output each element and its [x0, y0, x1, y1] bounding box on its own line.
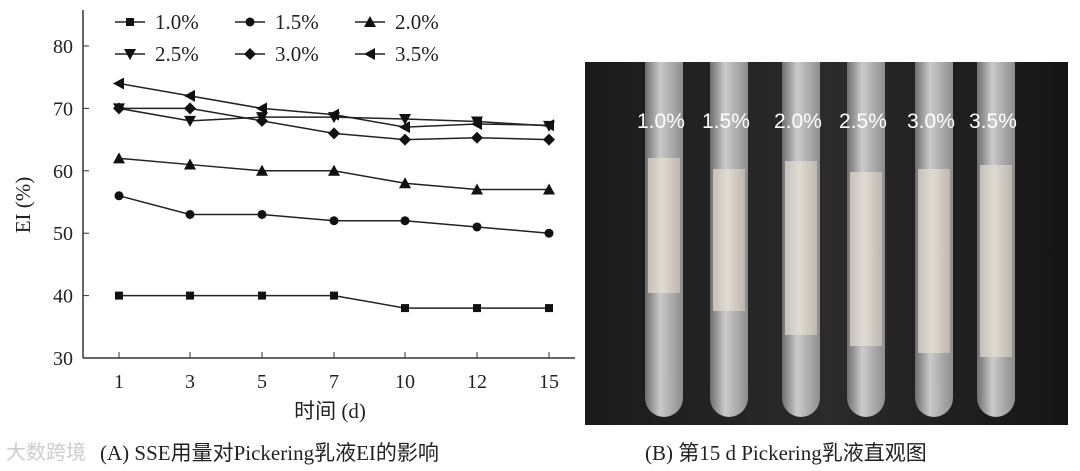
legend-entry: 1.0%: [115, 10, 199, 34]
x-tick-label: 3: [185, 371, 195, 393]
test-tube: [645, 62, 683, 417]
y-axis-label: EI (%): [11, 177, 35, 234]
data-point: [473, 304, 481, 313]
test-tube: [915, 62, 953, 417]
legend-entry: 2.5%: [115, 42, 199, 66]
series-1.0%: [115, 291, 553, 313]
emulsion-layer: [980, 164, 1012, 357]
data-point: [124, 49, 136, 60]
emulsion-layer: [850, 172, 882, 346]
x-tick-label: 7: [329, 371, 339, 393]
x-tick-label: 1: [114, 371, 124, 393]
tube-label: 1.5%: [702, 110, 750, 133]
legend-label: 1.0%: [155, 10, 199, 34]
test-tube: [710, 62, 748, 417]
legend-label: 1.5%: [275, 10, 319, 34]
y-tick-label: 30: [53, 348, 73, 370]
x-tick-label: 10: [395, 371, 415, 393]
data-point: [184, 102, 196, 115]
data-point: [471, 183, 483, 195]
y-tick-label: 80: [53, 36, 73, 58]
data-point: [364, 48, 375, 60]
x-tick-label: 15: [539, 371, 559, 393]
photo-caption: (B) 第15 d Pickering乳液直观图: [645, 441, 927, 465]
data-point: [184, 158, 196, 170]
legend-entry: 2.0%: [355, 10, 439, 34]
legend-label: 3.0%: [275, 42, 319, 66]
series-3.0%: [113, 102, 555, 146]
x-axis-label: 时间 (d): [294, 399, 366, 423]
data-point: [544, 228, 554, 238]
y-tick-label: 60: [53, 161, 73, 183]
data-point: [471, 131, 483, 144]
emulsion-layer: [785, 161, 817, 336]
test-tube: [847, 62, 885, 417]
tube-label: 3.0%: [907, 110, 955, 133]
data-point: [401, 304, 409, 313]
data-point: [472, 222, 482, 232]
emulsion-layer: [713, 168, 745, 311]
data-point: [364, 16, 376, 27]
data-point: [256, 114, 268, 127]
chart-caption: (A) SSE用量对Pickering乳液EI的影响: [100, 441, 439, 465]
data-point: [399, 114, 411, 126]
data-point: [184, 89, 195, 102]
data-point: [330, 291, 338, 300]
data-point: [113, 152, 125, 164]
data-point: [256, 102, 267, 115]
data-point: [245, 17, 255, 27]
data-point: [113, 102, 125, 115]
data-point: [256, 164, 268, 176]
data-point: [244, 48, 256, 60]
data-point: [545, 304, 553, 313]
series-line: [118, 195, 550, 234]
tube-label: 2.5%: [839, 110, 887, 133]
data-point: [185, 209, 195, 219]
series-2.0%: [113, 152, 555, 195]
data-point: [329, 216, 339, 226]
data-point: [543, 119, 554, 132]
y-tick-label: 40: [53, 286, 73, 308]
emulsion-layer: [648, 157, 680, 293]
data-point: [400, 216, 410, 226]
data-point: [399, 121, 410, 134]
data-point: [543, 133, 555, 146]
tube-label: 2.0%: [774, 110, 822, 133]
legend-label: 2.5%: [155, 42, 199, 66]
watermark: 大数跨境: [6, 440, 86, 464]
legend-label: 3.5%: [395, 42, 439, 66]
data-point: [114, 191, 124, 201]
y-tick-label: 70: [53, 98, 73, 120]
data-point: [399, 133, 411, 146]
data-point: [328, 127, 340, 140]
data-point: [328, 108, 339, 121]
data-point: [186, 291, 194, 300]
series-3.5%: [113, 77, 554, 134]
data-point: [126, 18, 134, 26]
x-tick-label: 12: [467, 371, 487, 393]
legend-entry: 3.0%: [235, 42, 319, 66]
ei-line-chart: 30 40 50 60 70 80 1 3 5 7 10 12 15 时间 (d) EI (%) 1.0% 1.…: [11, 10, 575, 423]
emulsion-layer: [918, 168, 950, 354]
data-point: [328, 164, 340, 176]
data-point: [257, 209, 267, 219]
legend-label: 2.0%: [395, 10, 439, 34]
test-tube: [782, 62, 820, 417]
tube-label: 1.0%: [637, 110, 685, 133]
data-point: [258, 291, 266, 300]
data-point: [543, 183, 555, 195]
x-tick-label: 5: [257, 371, 267, 393]
test-tube: [977, 62, 1015, 417]
y-tick-label: 50: [53, 223, 73, 245]
data-point: [184, 115, 196, 127]
data-point: [471, 118, 482, 130]
tube-label: 3.5%: [969, 110, 1017, 133]
emulsion-photo: 1.0% 1.5% 2.0% 2.5% 3.0% 3.5%: [585, 62, 1068, 425]
series-1.5%: [114, 191, 554, 238]
legend-entry: 3.5%: [355, 42, 439, 66]
data-point: [113, 77, 124, 90]
data-point: [115, 291, 123, 300]
data-point: [399, 177, 411, 189]
legend-entry: 1.5%: [235, 10, 319, 34]
